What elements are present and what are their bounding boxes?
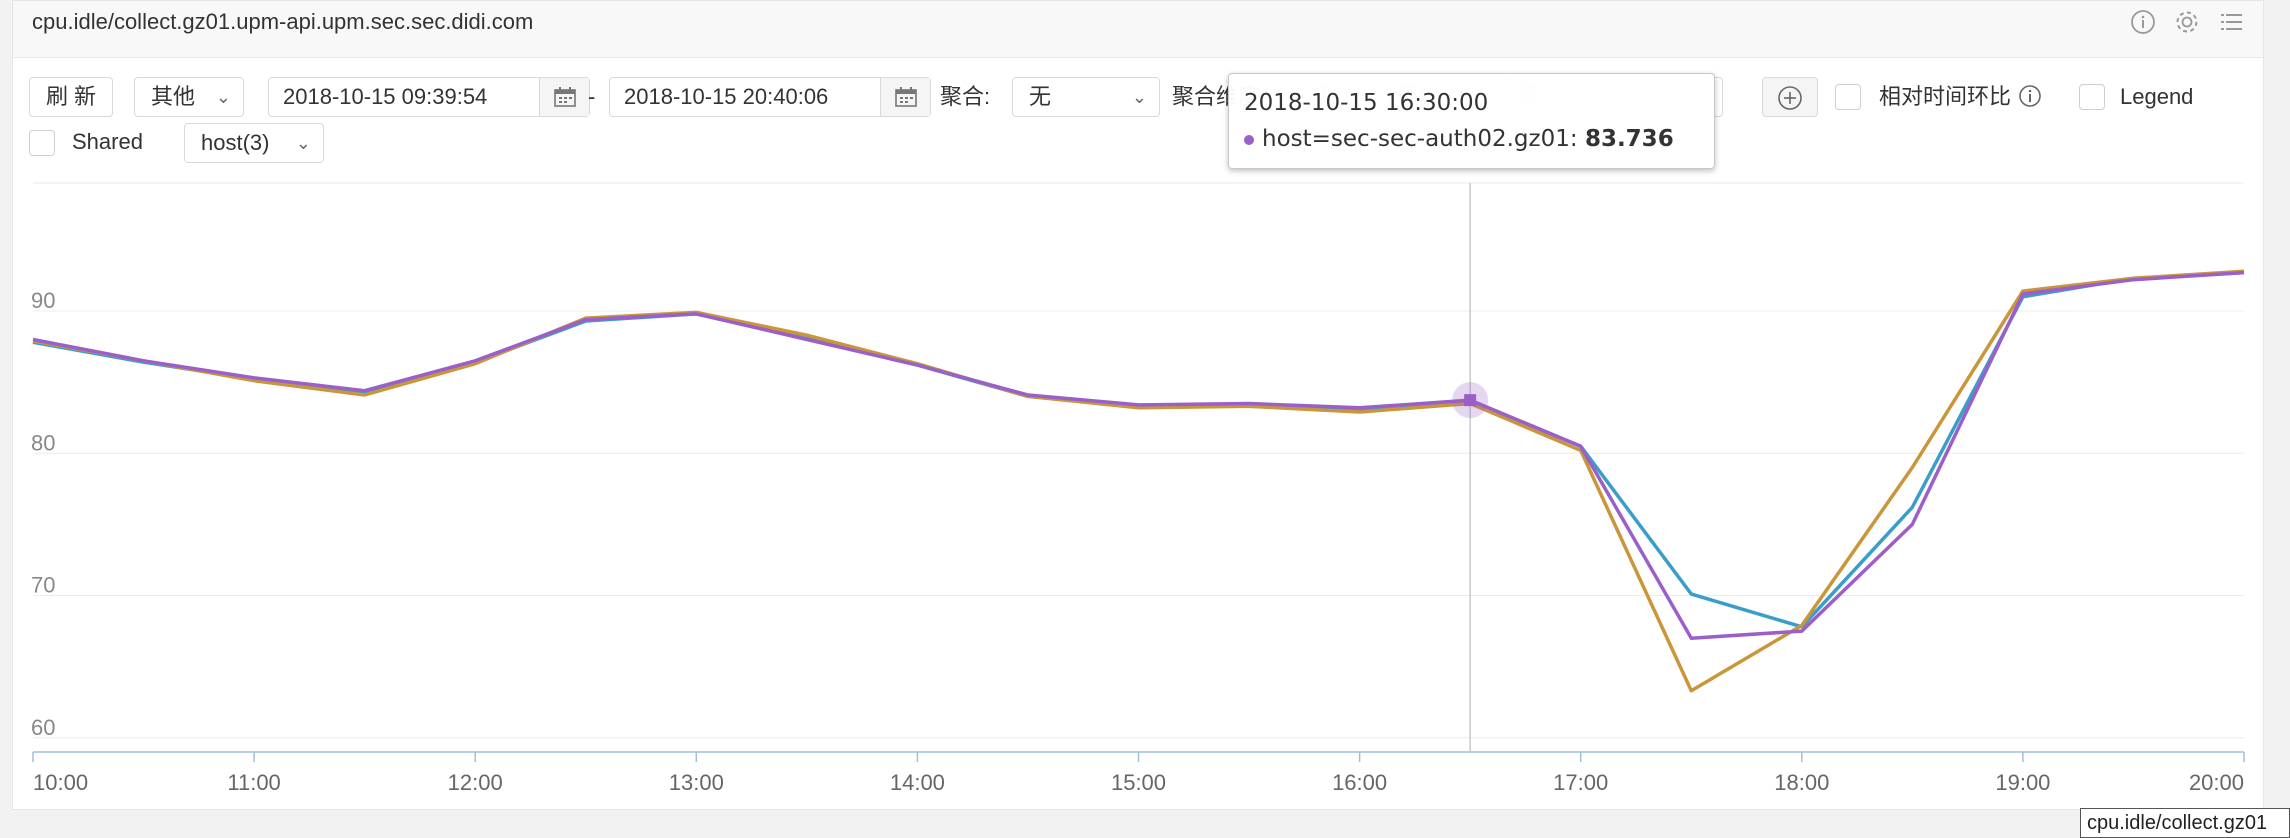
bottom-tab[interactable]: cpu.idle/collect.gz01 (2080, 808, 2290, 838)
x-tick-label: 20:00 (2189, 770, 2244, 795)
chart-panel: cpu.idle/collect.gz01.upm-api.upm.sec.se… (12, 0, 2264, 810)
tooltip-separator: : (1569, 126, 1578, 152)
calendar-icon[interactable] (880, 78, 930, 116)
aggregate-label: 聚合: (940, 84, 991, 109)
plus-circle-icon (1777, 85, 1803, 123)
line-chart[interactable]: 60 70 80 90 10:00 11:00 12:00 13:00 14:00 15:00 16… (0, 0, 2290, 810)
legend-checkbox[interactable] (2079, 84, 2105, 110)
start-time-input[interactable]: 2018-10-15 09:39:54 (268, 77, 590, 117)
x-tick-label: 15:00 (1111, 770, 1166, 795)
tooltip-series: host=sec-sec-auth02.gz01 (1262, 126, 1570, 152)
y-tick-label: 70 (31, 573, 55, 598)
x-tick-label: 18:00 (1774, 770, 1829, 795)
hover-point (1464, 394, 1477, 407)
series-line-3 (32, 270, 2245, 640)
y-tick-label: 90 (31, 288, 55, 313)
relative-compare-label: 相对时间环比 (1879, 84, 2012, 109)
host-select-value: host(3) (201, 130, 270, 155)
x-tick-label: 19:00 (1995, 770, 2050, 795)
range-separator: - (588, 84, 596, 109)
host-select[interactable]: host(3) ⌄ (184, 123, 324, 163)
x-tick-label: 16:00 (1332, 770, 1387, 795)
legend-label: Legend (2120, 84, 2194, 109)
x-tick-label: 13:00 (669, 770, 724, 795)
menu-icon[interactable] (2217, 9, 2245, 37)
y-tick-label: 80 (31, 430, 55, 455)
gear-icon[interactable] (2173, 9, 2201, 37)
info-icon[interactable] (2018, 84, 2042, 113)
end-time-input[interactable]: 2018-10-15 20:40:06 (609, 77, 931, 117)
refresh-button[interactable]: 刷 新 (29, 77, 113, 117)
x-tick-label: 14:00 (890, 770, 945, 795)
series-dot (1244, 134, 1254, 145)
chevron-down-icon: ⌄ (295, 133, 311, 153)
y-tick-label: 60 (31, 715, 55, 740)
x-tick-label: 17:00 (1553, 770, 1608, 795)
add-compare-button[interactable] (1762, 77, 1818, 117)
x-tick-label: 11:00 (227, 770, 280, 795)
start-time-value: 2018-10-15 09:39:54 (283, 84, 488, 109)
x-tick-label: 10:00 (33, 770, 88, 795)
panel-title: cpu.idle/collect.gz01.upm-api.upm.sec.se… (32, 9, 534, 34)
calendar-icon[interactable] (539, 78, 589, 116)
tooltip-time: 2018-10-15 16:30:00 (1244, 90, 1489, 116)
chevron-down-icon: ⌄ (1131, 87, 1147, 107)
panel-header: cpu.idle/collect.gz01.upm-api.upm.sec.se… (13, 1, 2263, 58)
end-time-value: 2018-10-15 20:40:06 (624, 84, 829, 109)
time-range-select[interactable]: 其他 ⌄ (134, 77, 244, 117)
aggregate-select[interactable]: 无 ⌄ (1012, 77, 1160, 117)
series-line-1 (32, 270, 2245, 629)
series-line-2 (32, 269, 2245, 693)
info-icon[interactable] (2129, 9, 2157, 37)
chart-tooltip: 2018-10-15 16:30:00 host=sec-sec-auth02.… (1228, 73, 1715, 169)
tooltip-value: 83.736 (1584, 126, 1674, 152)
chevron-down-icon: ⌄ (215, 87, 231, 107)
aggregate-value: 无 (1029, 84, 1052, 109)
time-range-value: 其他 (151, 84, 196, 109)
x-tick-label: 12:00 (448, 770, 503, 795)
shared-label: Shared (72, 129, 143, 154)
shared-checkbox[interactable] (29, 130, 55, 156)
tooltip-row: host=sec-sec-auth02.gz01: 83.736 (1244, 126, 1674, 152)
relative-compare-checkbox[interactable] (1835, 84, 1861, 110)
